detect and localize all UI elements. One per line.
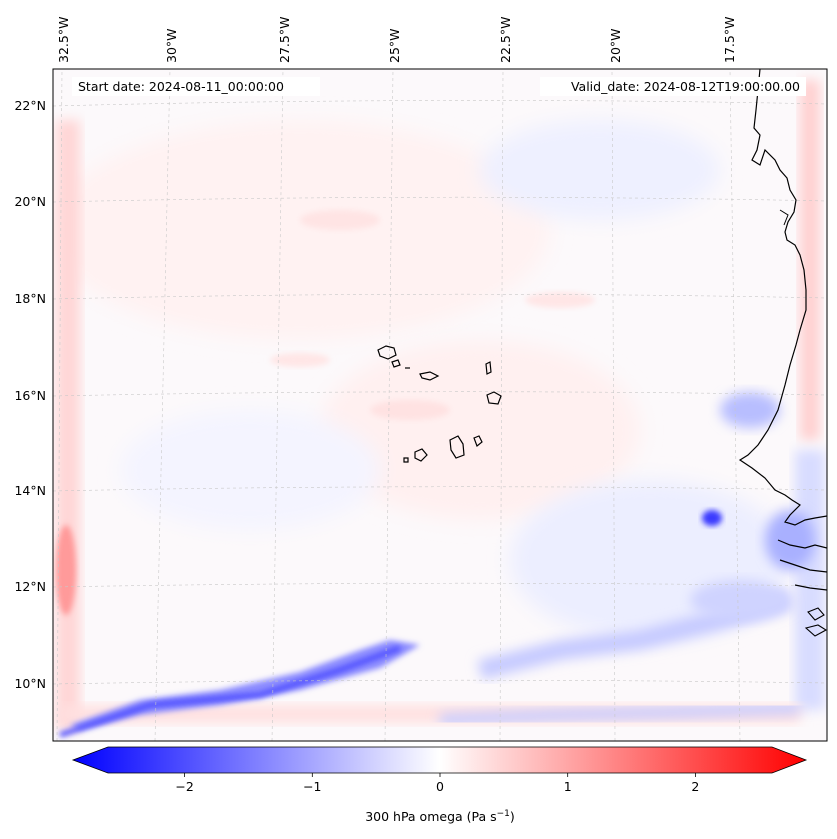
map-frame [52, 68, 828, 742]
colorbar: −2 −1 0 1 2 300 hPa omega (Pa s−1) [71, 746, 808, 824]
colorbar-bar [71, 746, 808, 774]
omega-field [53, 69, 827, 741]
colorbar-label-end: ) [510, 809, 515, 824]
longitude-labels: 32.5°W 30°W 27.5°W 25°W 22.5°W 20°W 17.5… [56, 17, 737, 63]
start-date-label: Start date: 2024-08-11_00:00:00 [78, 79, 284, 94]
lat-label-10n: 10°N [14, 676, 46, 691]
colorbar-tick-label: −1 [303, 779, 321, 794]
lon-label-30w: 30°W [164, 28, 179, 63]
lat-label-12n: 12°N [14, 579, 46, 594]
valid-date-box [540, 77, 806, 96]
valid-date-label: Valid_date: 2024-08-12T19:00:00.00 [571, 79, 800, 94]
lat-label-16n: 16°N [14, 388, 46, 403]
colorbar-tick-label: −2 [175, 779, 193, 794]
colorbar-tick-label: 2 [691, 779, 699, 794]
colorbar-tick-label: 1 [564, 779, 572, 794]
lon-label-27.5w: 27.5°W [277, 17, 292, 63]
latitude-labels: 22°N 20°N 18°N 16°N 14°N 12°N 10°N [14, 98, 46, 691]
lat-label-18n: 18°N [14, 291, 46, 306]
colorbar-ticks: −2 −1 0 1 2 [175, 773, 699, 794]
lon-label-22.5w: 22.5°W [498, 17, 513, 63]
cape-verde-islands [377, 345, 502, 463]
start-date-box [72, 77, 320, 96]
lon-label-20w: 20°W [608, 28, 623, 63]
lat-label-20n: 20°N [14, 194, 46, 209]
african-coastline [738, 69, 827, 526]
lat-label-14n: 14°N [14, 483, 46, 498]
lon-label-32.5w: 32.5°W [56, 17, 71, 63]
colorbar-tick-label: 0 [436, 779, 444, 794]
lon-label-17.5w: 17.5°W [722, 17, 737, 63]
lon-label-25w: 25°W [387, 28, 402, 63]
graticule [53, 69, 827, 741]
colorbar-label-text: 300 hPa omega (Pa s [365, 809, 496, 824]
lat-label-22n: 22°N [14, 98, 46, 113]
colorbar-label-exponent: −1 [497, 809, 510, 819]
colorbar-label: 300 hPa omega (Pa s−1) [365, 809, 515, 824]
map-panel: Start date: 2024-08-11_00:00:00 Valid_da… [52, 68, 828, 742]
